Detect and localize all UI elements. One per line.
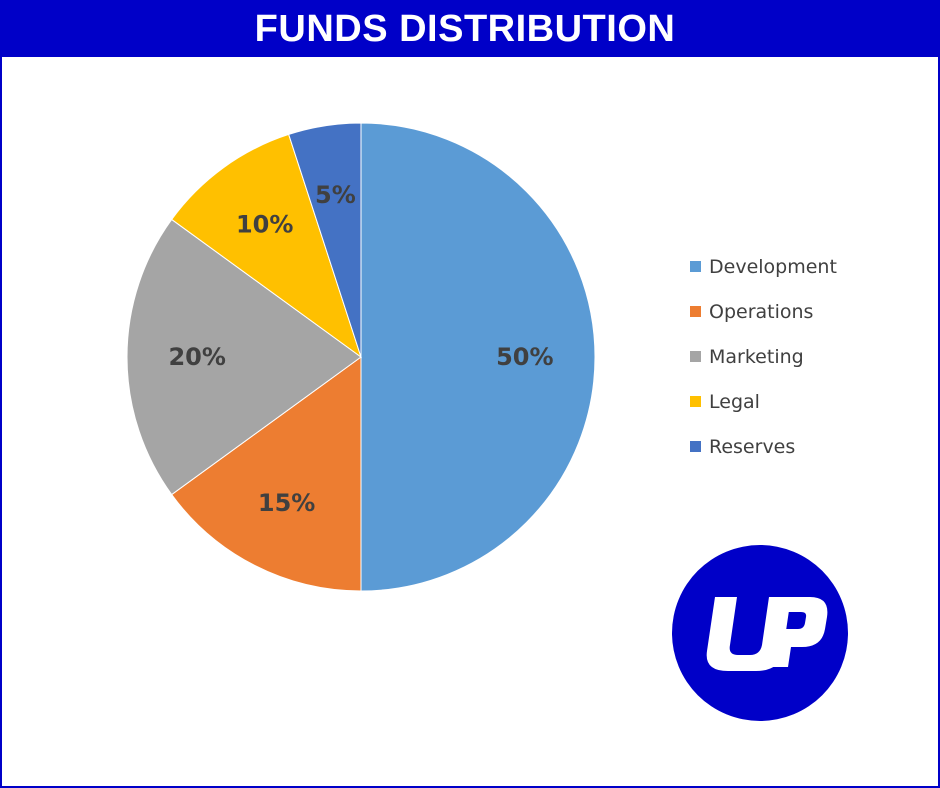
legend-swatch bbox=[690, 441, 701, 452]
pie-slice-marketing bbox=[126, 218, 362, 496]
legend-label: Marketing bbox=[709, 345, 804, 368]
logo-mark bbox=[706, 597, 828, 671]
legend-swatch bbox=[690, 396, 701, 407]
legend-item-operations: Operations bbox=[690, 289, 837, 334]
legend-swatch bbox=[690, 261, 701, 272]
pie-slice-development bbox=[360, 122, 596, 592]
pie-slice-legal bbox=[170, 133, 362, 359]
legend-item-development: Development bbox=[690, 244, 837, 289]
title-bar: FUNDS DISTRIBUTION bbox=[2, 2, 938, 57]
logo-circle bbox=[672, 545, 848, 721]
chart-title: FUNDS DISTRIBUTION bbox=[254, 8, 676, 50]
legend-swatch bbox=[690, 306, 701, 317]
slice-label-legal: 10% bbox=[236, 210, 293, 238]
slice-label-operations: 15% bbox=[258, 489, 315, 517]
slice-label-reserves: 5% bbox=[315, 181, 356, 209]
legend-label: Development bbox=[709, 255, 837, 278]
legend-label: Reserves bbox=[709, 435, 796, 458]
legend: Development Operations Marketing Legal R… bbox=[690, 244, 837, 469]
slice-label-marketing: 20% bbox=[168, 343, 225, 371]
legend-label: Legal bbox=[709, 390, 760, 413]
legend-item-reserves: Reserves bbox=[690, 424, 837, 469]
legend-label: Operations bbox=[709, 300, 814, 323]
pie-slice-operations bbox=[170, 356, 362, 592]
up-logo bbox=[672, 545, 848, 721]
slice-label-development: 50% bbox=[496, 343, 553, 371]
pie-slice-reserves bbox=[288, 122, 362, 358]
legend-item-legal: Legal bbox=[690, 379, 837, 424]
legend-item-marketing: Marketing bbox=[690, 334, 837, 379]
legend-swatch bbox=[690, 351, 701, 362]
